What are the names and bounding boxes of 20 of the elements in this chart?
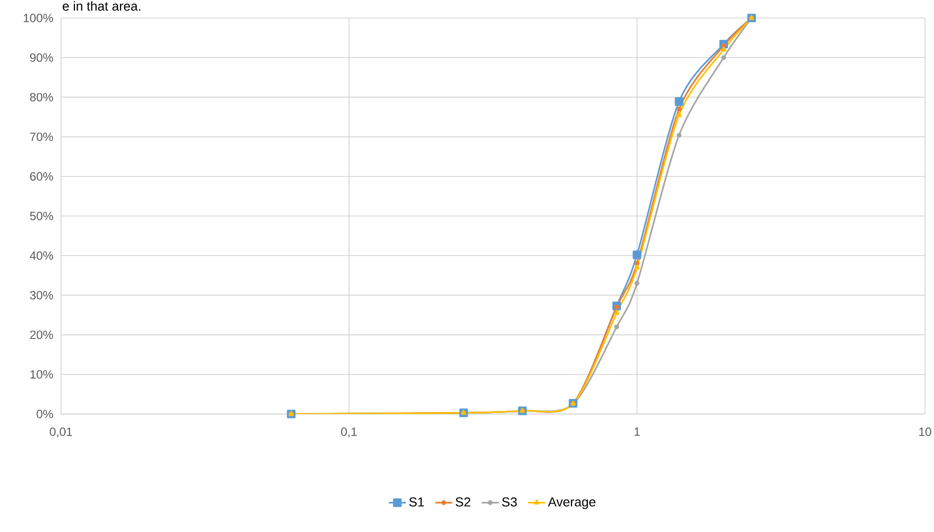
x-tick-label: 0,1 — [341, 428, 357, 438]
x-tick-label: 0,01 — [50, 428, 72, 438]
x-tick-label: 1 — [634, 428, 640, 436]
y-tick-label: 60% — [30, 172, 54, 181]
text: e in that area. — [62, 1, 140, 11]
legend-label: S3 — [502, 497, 517, 507]
y-tick-label: 50% — [30, 212, 54, 220]
legend-label: S2 — [456, 497, 470, 507]
x-tick-label: 10 — [919, 428, 932, 436]
legend-label: S1 — [409, 497, 424, 507]
y-tick-label: 80% — [30, 92, 54, 102]
y-tick-label: 70% — [30, 132, 54, 142]
y-tick-label: 30% — [30, 290, 54, 300]
y-tick-label: 40% — [30, 251, 54, 260]
y-tick-label: 100% — [24, 14, 54, 22]
legend-label: Average — [548, 497, 596, 510]
y-tick-label: 90% — [30, 53, 54, 62]
y-tick-label: 0% — [36, 410, 54, 418]
y-tick-label: 10% — [30, 370, 54, 379]
y-tick-label: 20% — [30, 330, 54, 340]
